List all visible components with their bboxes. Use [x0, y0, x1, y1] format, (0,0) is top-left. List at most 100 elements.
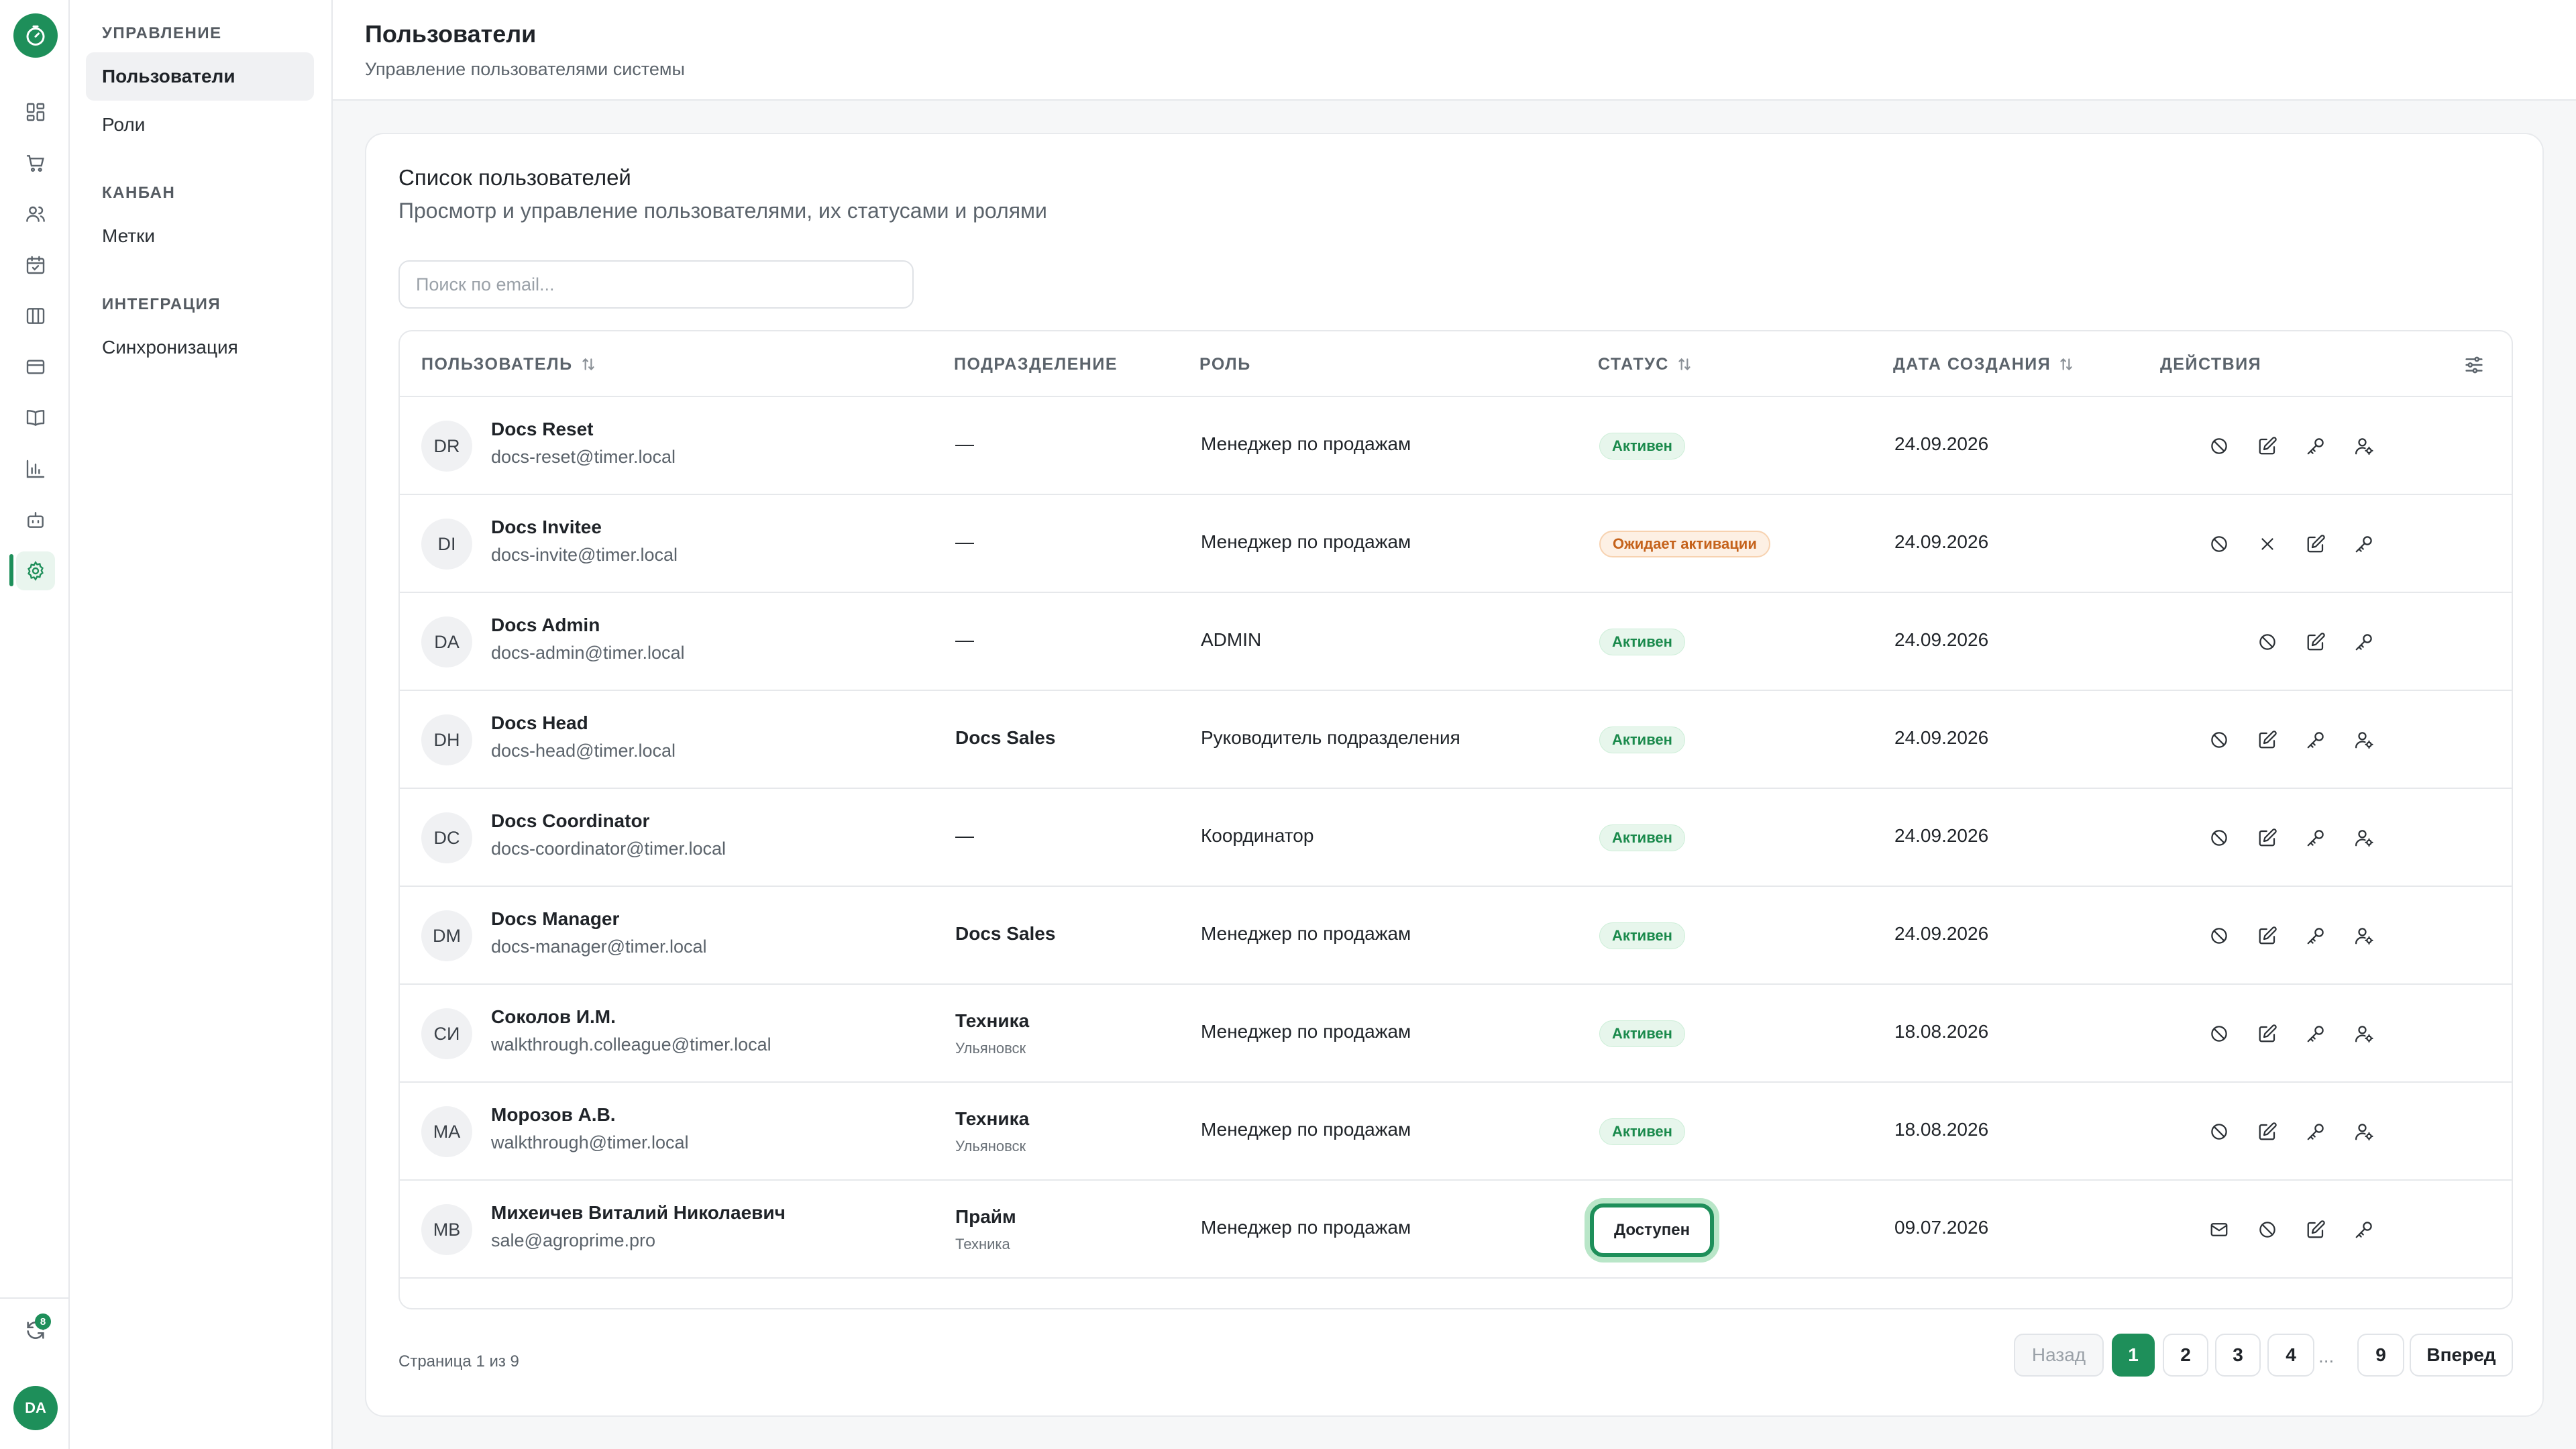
key-icon[interactable]: [2351, 1216, 2377, 1243]
col-user[interactable]: ПОЛЬЗОВАТЕЛЬ: [421, 331, 597, 397]
sort-icon[interactable]: [580, 356, 597, 373]
edit-icon[interactable]: [2302, 531, 2329, 557]
page-button-4[interactable]: 4: [2267, 1334, 2314, 1377]
users-table: ПОЛЬЗОВАТЕЛЬ ПОДРАЗДЕЛЕНИЕ РОЛЬ СТАТУС Д…: [398, 330, 2513, 1309]
table-row: СИ Соколов И.М. walkthrough.colleague@time…: [400, 985, 2512, 1083]
key-icon[interactable]: [2302, 727, 2329, 753]
block-icon[interactable]: [2254, 629, 2281, 655]
user-avatar[interactable]: DA: [13, 1386, 58, 1430]
col-dept: ПОДРАЗДЕЛЕНИЕ: [954, 354, 1118, 374]
edit-icon[interactable]: [2254, 1020, 2281, 1047]
user-cog-icon[interactable]: [2351, 1118, 2377, 1145]
cart-icon[interactable]: [16, 144, 55, 182]
block-icon[interactable]: [2206, 1118, 2233, 1145]
status-badge: Активен: [1599, 433, 1685, 460]
sidebar-item-sync[interactable]: Синхронизация: [102, 337, 238, 358]
col-created-label: ДАТА СОЗДАНИЯ: [1893, 354, 2051, 374]
key-icon[interactable]: [2302, 922, 2329, 949]
key-icon[interactable]: [2302, 1118, 2329, 1145]
edit-icon[interactable]: [2302, 1216, 2329, 1243]
status-badge: Активен: [1599, 727, 1685, 753]
user-cog-icon[interactable]: [2351, 824, 2377, 851]
edit-icon[interactable]: [2254, 433, 2281, 460]
sort-icon[interactable]: [2057, 356, 2075, 373]
user-role: Менеджер по продажам: [1201, 433, 1411, 454]
card-title: Список пользователей: [398, 165, 631, 190]
user-avatar: СИ: [421, 1008, 472, 1059]
page-subtitle: Управление пользователями системы: [365, 59, 685, 79]
user-department: Прайм: [955, 1206, 1016, 1227]
calendar-check-icon[interactable]: [16, 246, 55, 284]
block-icon[interactable]: [2206, 824, 2233, 851]
col-status[interactable]: СТАТУС: [1598, 331, 1693, 397]
user-department: —: [955, 433, 974, 454]
page-button-3[interactable]: 3: [2215, 1334, 2261, 1377]
page-header: Пользователи Управление пользователями с…: [333, 0, 2576, 101]
page-button-1[interactable]: 1: [2112, 1334, 2155, 1377]
user-department: Docs Sales: [955, 923, 1056, 944]
created-date: 24.09.2026: [1894, 923, 1989, 944]
user-email: docs-reset@timer.local: [491, 447, 676, 467]
prev-page-button[interactable]: Назад: [2014, 1334, 2104, 1377]
timer-logo-icon[interactable]: [13, 13, 58, 58]
user-cog-icon[interactable]: [2351, 1020, 2377, 1047]
block-icon[interactable]: [2206, 531, 2233, 557]
users-icon[interactable]: [16, 195, 55, 233]
sidebar-item-roles[interactable]: Роли: [102, 114, 146, 135]
bar-chart-icon[interactable]: [16, 449, 55, 488]
sidebar-item-labels[interactable]: Метки: [102, 225, 155, 246]
block-icon[interactable]: [2206, 1020, 2233, 1047]
settings-icon[interactable]: [16, 551, 55, 590]
key-icon[interactable]: [2351, 629, 2377, 655]
close-icon[interactable]: [2254, 531, 2281, 557]
user-name: Docs Manager: [491, 908, 620, 929]
user-name: Соколов И.М.: [491, 1006, 616, 1027]
table-row: DA Docs Admin docs-admin@timer.local — ADMIN…: [400, 593, 2512, 691]
status-badge: Активен: [1599, 629, 1685, 655]
block-icon[interactable]: [2206, 922, 2233, 949]
user-department: Docs Sales: [955, 727, 1056, 748]
user-cog-icon[interactable]: [2351, 433, 2377, 460]
bot-icon[interactable]: [16, 500, 55, 539]
user-department: Техника: [955, 1108, 1030, 1129]
edit-icon[interactable]: [2254, 824, 2281, 851]
block-icon[interactable]: [2206, 433, 2233, 460]
dashboard-icon[interactable]: [16, 93, 55, 131]
search-input[interactable]: [398, 260, 914, 309]
card-icon[interactable]: [16, 347, 55, 386]
edit-icon[interactable]: [2302, 629, 2329, 655]
user-cog-icon[interactable]: [2351, 922, 2377, 949]
user-name: Docs Invitee: [491, 517, 602, 537]
status-badge[interactable]: Доступен: [1590, 1203, 1715, 1257]
block-icon[interactable]: [2254, 1216, 2281, 1243]
col-created[interactable]: ДАТА СОЗДАНИЯ: [1893, 331, 2075, 397]
section-integration: ИНТЕГРАЦИЯ: [102, 295, 221, 313]
sidebar-item-users[interactable]: Пользователи: [86, 52, 314, 101]
next-page-button[interactable]: Вперед: [2410, 1334, 2513, 1377]
key-icon[interactable]: [2302, 1020, 2329, 1047]
page-button-last[interactable]: 9: [2357, 1334, 2404, 1377]
sync-icon[interactable]: 8: [16, 1311, 55, 1350]
user-role: Менеджер по продажам: [1201, 1119, 1411, 1140]
columns-icon[interactable]: [16, 297, 55, 335]
created-date: 24.09.2026: [1894, 531, 1989, 552]
column-settings-icon[interactable]: [2461, 352, 2487, 378]
key-icon[interactable]: [2302, 824, 2329, 851]
sort-icon[interactable]: [1676, 356, 1693, 373]
user-cog-icon[interactable]: [2351, 727, 2377, 753]
users-card: Список пользователей Просмотр и управлен…: [365, 133, 2544, 1417]
user-avatar: DR: [421, 421, 472, 472]
mail-icon[interactable]: [2206, 1216, 2233, 1243]
edit-icon[interactable]: [2254, 727, 2281, 753]
book-icon[interactable]: [16, 398, 55, 437]
key-icon[interactable]: [2351, 531, 2377, 557]
section-management: УПРАВЛЕНИЕ: [102, 24, 222, 42]
user-name: Docs Admin: [491, 614, 600, 635]
edit-icon[interactable]: [2254, 922, 2281, 949]
user-role: ADMIN: [1201, 629, 1262, 650]
page-button-2[interactable]: 2: [2163, 1334, 2208, 1377]
edit-icon[interactable]: [2254, 1118, 2281, 1145]
user-department: —: [955, 531, 974, 552]
block-icon[interactable]: [2206, 727, 2233, 753]
key-icon[interactable]: [2302, 433, 2329, 460]
